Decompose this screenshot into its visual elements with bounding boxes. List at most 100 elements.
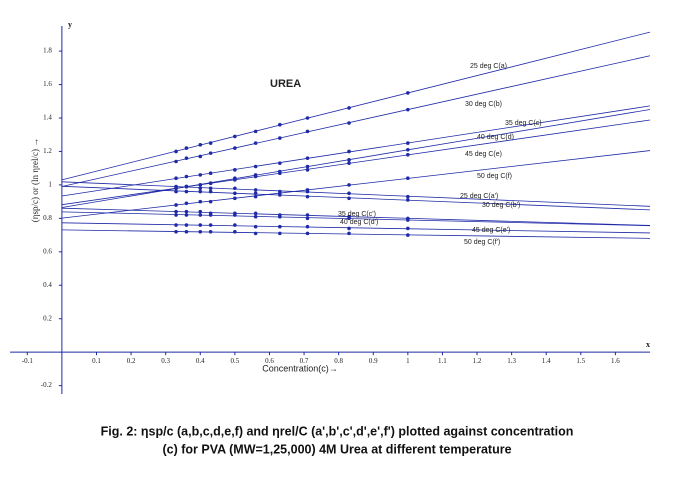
data-point [347,191,351,196]
series-label: 35 deg C(c) [505,120,542,127]
series-label: 30 deg C(b') [482,202,520,209]
data-point [198,154,203,159]
data-point [347,149,351,154]
data-point [184,213,189,217]
fit-line [61,119,651,206]
data-point [305,164,310,169]
data-point [208,189,213,194]
x-tick-label: 1.1 [438,357,447,365]
y-tick-label: 1.2 [43,147,52,155]
series-label: 30 deg C(b) [465,101,502,108]
y-tick-label: 1.8 [43,47,52,55]
data-point [198,173,203,177]
data-point [347,216,351,221]
data-point [347,158,351,162]
data-point [253,224,258,229]
data-point [184,146,189,150]
series-label: 50 deg C(f') [464,239,500,246]
data-point [347,226,351,231]
series-label: 50 deg C(f) [477,173,512,180]
data-point [253,191,258,196]
data-point [278,136,282,140]
data-point [174,149,178,154]
data-point [184,209,189,214]
data-point [305,231,310,236]
data-point [278,231,282,236]
data-point [174,184,178,189]
y-tick-label: 1 [48,181,52,189]
data-point [208,141,213,145]
y-axis-label: (ηsp/c) or (ln ηrel/c) → [30,138,40,222]
series-label: 40 deg C(d') [340,219,378,226]
data-point [233,178,237,182]
data-point [198,189,203,194]
y-tick-label: 0.8 [43,214,52,222]
data-point [406,141,410,145]
series-label: 45 deg C(e) [465,151,502,158]
data-point [278,161,282,165]
data-point [233,186,237,191]
x-tick-label: 0.2 [127,357,136,365]
data-point [198,183,203,187]
data-point [406,198,410,202]
data-point [305,129,310,134]
x-tick-label: 0.7 [300,357,309,365]
data-point [198,142,203,147]
y-tick-label: 0.2 [43,314,52,322]
data-point [233,191,237,196]
x-tick-label: -0.1 [22,357,34,365]
y-tick-label: 1.6 [43,80,52,88]
data-point [253,194,258,199]
data-point [347,196,351,201]
data-point [305,216,310,221]
data-point [253,188,258,192]
data-point [253,129,258,134]
data-point [406,147,410,152]
data-point [208,181,213,186]
x-tick-label: 0.3 [161,357,170,365]
data-point [174,229,178,234]
data-point [278,193,282,197]
data-point [406,107,410,112]
x-tick-label: 0.5 [230,357,239,365]
x-tick-label: 1.4 [542,357,551,365]
data-point [253,214,258,219]
x-tick-label: 0.8 [334,357,343,365]
data-point [184,201,189,206]
data-point [278,224,282,229]
data-point [305,213,310,217]
fit-line [61,185,651,211]
data-point [174,203,178,207]
data-point [233,229,237,234]
x-tick-label: 1.2 [473,357,482,365]
y-tick-label: 1.4 [43,114,52,122]
x-tick-label: 0.4 [196,357,205,365]
fit-line [61,31,651,181]
data-point [233,134,237,139]
data-point [347,161,351,165]
data-point [406,194,410,199]
y-tick-label: 0.4 [43,281,52,289]
fit-line [61,222,651,234]
y-tick-label: 0.6 [43,247,52,255]
x-tick-label: 0.1 [92,357,101,365]
data-point [198,209,203,214]
fit-line [61,181,651,207]
data-point [233,223,237,227]
data-point [184,156,189,160]
data-point [305,189,310,194]
data-point [305,168,310,172]
data-point [406,153,410,157]
data-point [174,209,178,214]
data-point [347,183,351,187]
data-point [406,91,410,95]
data-point [406,226,410,231]
data-point [253,141,258,145]
fit-line [61,105,651,197]
data-point [278,122,282,127]
data-point [347,231,351,236]
x-tick-label: 0.6 [265,357,274,365]
x-tick-label: 1.5 [576,357,585,365]
data-point [184,174,189,179]
